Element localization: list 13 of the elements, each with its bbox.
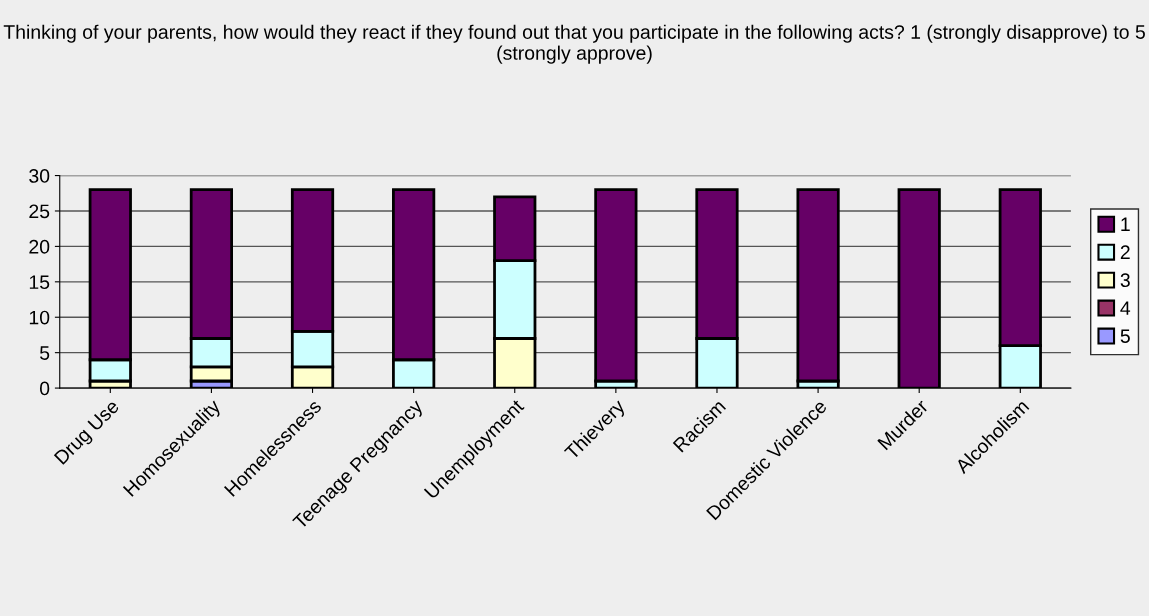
chart-title: Thinking of your parents, how would they react if they found out that you participate in the following acts? 1 (strongly disapprove) to 5 (strongly approve) — [3, 24, 1145, 64]
y-tick-label: 0 — [39, 381, 50, 396]
y-tick-label: 5 — [39, 346, 50, 360]
legend-label: 5 — [1120, 329, 1130, 343]
legend-label: 4 — [1120, 301, 1131, 315]
legend-label: 3 — [1120, 273, 1130, 288]
y-tick-label: 30 — [29, 169, 50, 183]
legend-label: 2 — [1120, 245, 1130, 259]
legend-label: 1 — [1121, 217, 1130, 231]
y-tick-label: 20 — [29, 239, 50, 254]
y-tick-label: 15 — [29, 275, 50, 290]
y-tick-label: 25 — [29, 204, 50, 219]
y-tick-label: 10 — [29, 310, 50, 325]
